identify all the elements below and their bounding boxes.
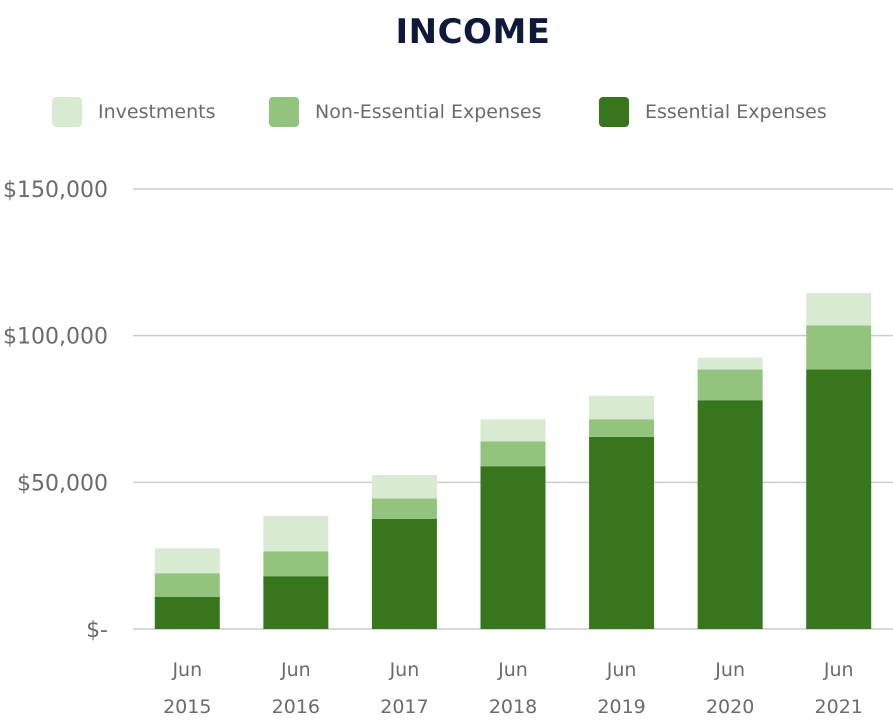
bar-non-essential-expenses [589,419,655,437]
bar-investments [697,357,763,370]
x-tick-label: 2017 [380,696,428,718]
x-tick-label: 2016 [272,696,320,718]
y-tick-label: $- [86,618,108,643]
x-tick-label: 2015 [163,696,211,718]
y-tick-label: $150,000 [3,178,108,203]
bar-essential-expenses [806,369,872,629]
bar-essential-expenses [371,519,437,629]
legend-item-essential-expenses: Essential Expenses [599,96,827,128]
y-tick-label: $50,000 [17,471,108,496]
bar-essential-expenses [263,576,329,629]
legend-swatch-investments [52,97,82,127]
bar-non-essential-expenses [371,498,437,519]
x-tick-label: Jun [171,659,202,681]
legend-label-non-essential-expenses: Non-Essential Expenses [315,101,542,123]
x-tick-label: 2021 [815,696,863,718]
x-tick-label: Jun [823,659,854,681]
bar-non-essential-expenses [806,325,872,370]
legend-swatch-non-essential-expenses [269,97,299,127]
bar-essential-expenses [697,400,763,629]
chart-title: INCOME [395,12,551,52]
bar-non-essential-expenses [154,573,220,597]
y-tick-label: $100,000 [3,325,108,350]
legend-swatch-essential-expenses [599,97,629,127]
bar-non-essential-expenses [263,551,329,577]
legend-label-essential-expenses: Essential Expenses [645,101,827,123]
bar-investments [154,548,220,574]
bar-non-essential-expenses [480,441,546,467]
legend-label-investments: Investments [98,101,216,123]
bar-investments [480,419,546,442]
bar-investments [806,293,872,326]
legend: Investments Non-Essential Expenses Essen… [0,96,893,128]
x-tick-label: 2018 [489,696,537,718]
x-tick-label: Jun [497,659,528,681]
x-tick-label: Jun [389,659,420,681]
bar-investments [589,395,655,420]
x-tick-label: 2020 [706,696,754,718]
bar-essential-expenses [480,466,546,629]
bar-investments [263,516,329,552]
bar-non-essential-expenses [697,369,763,401]
legend-item-non-essential-expenses: Non-Essential Expenses [269,96,542,128]
x-tick-label: Jun [606,659,637,681]
x-tick-label: Jun [280,659,311,681]
bar-essential-expenses [589,436,655,629]
x-tick-label: 2019 [597,696,645,718]
bar-essential-expenses [154,596,220,629]
bar-investments [371,475,437,499]
x-tick-label: Jun [714,659,745,681]
legend-item-investments: Investments [52,96,216,128]
